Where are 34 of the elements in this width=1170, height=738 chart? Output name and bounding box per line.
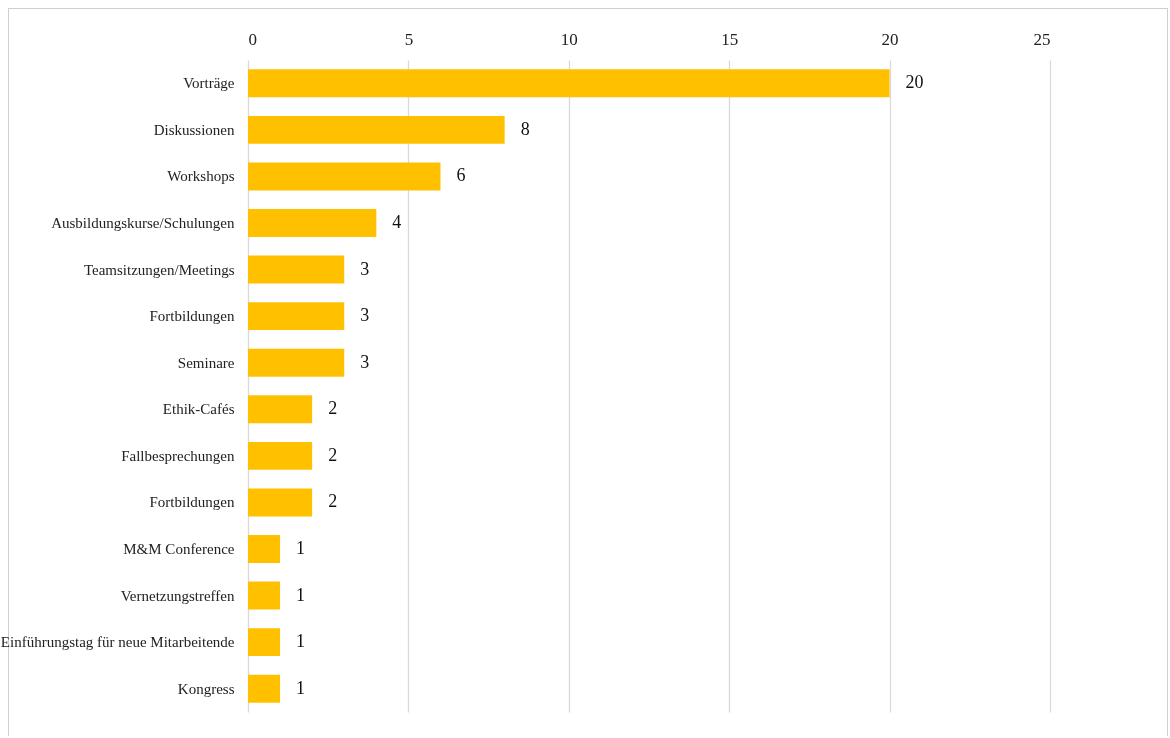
x-tick-label: 25 <box>1033 29 1051 49</box>
data-label: 1 <box>296 631 306 652</box>
y-tick-label: Diskussionen <box>153 121 235 138</box>
data-label: 2 <box>328 398 338 419</box>
y-tick-label: Fortbildungen <box>149 308 235 325</box>
y-tick-label: Vernetzungstreffen <box>120 587 235 604</box>
data-label: 6 <box>456 165 466 186</box>
y-tick-label: Fortbildungen <box>149 494 235 511</box>
y-tick-label: Kongress <box>177 680 235 697</box>
x-tick-label: 10 <box>560 29 578 49</box>
data-label: 2 <box>328 491 338 512</box>
data-label: 3 <box>360 258 370 279</box>
data-label: 2 <box>328 444 338 465</box>
data-label: 3 <box>360 351 370 372</box>
y-tick-label: Workshops <box>167 168 235 185</box>
x-tick-label: 20 <box>881 29 899 49</box>
data-label: 1 <box>296 677 306 698</box>
data-label: 8 <box>520 118 530 139</box>
y-tick-label: Fallbesprechungen <box>121 447 235 464</box>
data-label: 4 <box>392 212 402 232</box>
y-tick-label: Teamsitzungen/Meetings <box>83 261 235 278</box>
y-tick-label: M&M Conference <box>123 541 235 557</box>
y-tick-label: Vorträge <box>183 75 235 92</box>
y-tick-label: Einführungstag für neue Mitarbeitende <box>0 634 235 651</box>
x-tick-label: 15 <box>721 29 739 49</box>
data-label: 1 <box>296 538 306 558</box>
y-tick-label: Ethik-Cafés <box>162 401 235 418</box>
data-label: 3 <box>360 305 370 326</box>
y-tick-label: Seminare <box>177 354 235 371</box>
y-tick-label: Ausbildungskurse/Schulungen <box>51 215 235 231</box>
x-tick-label: 0 <box>248 29 257 49</box>
data-label: 1 <box>296 584 306 605</box>
x-tick-label: 5 <box>404 29 414 49</box>
data-label: 20 <box>905 72 924 93</box>
